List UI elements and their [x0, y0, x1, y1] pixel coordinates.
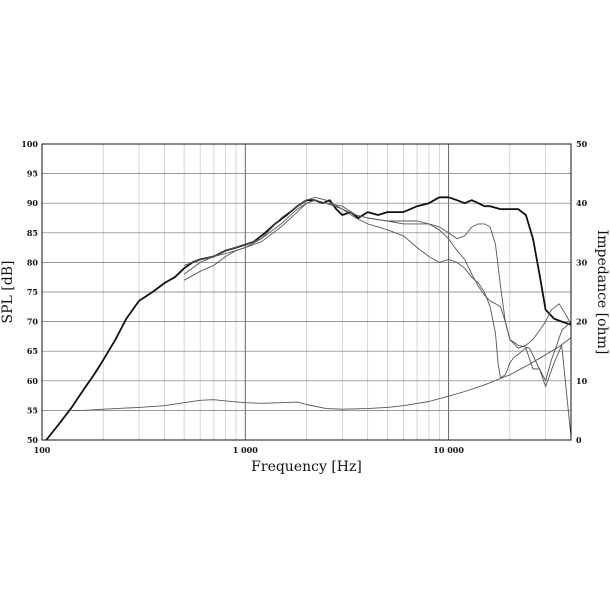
- y-tick-label: 60: [27, 376, 39, 386]
- y-tick-label: 95: [27, 169, 38, 179]
- y-tick-label: 85: [27, 228, 38, 238]
- spl-curve-4: [183, 199, 572, 349]
- x-tick-labels: 100 1 000 10 000: [34, 445, 465, 455]
- y2-axis-label: Impedance [ohm]: [594, 230, 610, 355]
- y2-tick-label: 20: [576, 317, 588, 327]
- y-tick-label: 50: [27, 435, 39, 445]
- y2-tick-label: 30: [576, 257, 588, 267]
- y-tick-label: 80: [27, 257, 39, 267]
- plot-frame: [41, 143, 572, 441]
- y-tick-label: 65: [27, 346, 38, 356]
- x-tick-label: 100: [34, 445, 51, 455]
- y-tick-label: 100: [21, 139, 38, 149]
- y2-tick-label: 10: [576, 376, 588, 386]
- spl-curve-3: [183, 196, 572, 382]
- series-layer: [45, 196, 572, 441]
- y-axis-label: SPL [dB]: [0, 261, 16, 324]
- y-tick-label: 75: [27, 287, 38, 297]
- y-tick-labels: 50 55 60 65 70 75 80 85 90 95 100: [21, 139, 38, 445]
- x-tick-label: 1 000: [233, 445, 258, 455]
- y-tick-label: 70: [27, 317, 39, 327]
- spl-curve-1: [45, 196, 572, 441]
- y-tick-label: 90: [27, 198, 39, 208]
- spl-curve-2: [183, 199, 572, 438]
- x-axis-label: Frequency [Hz]: [251, 459, 362, 475]
- y-tick-label: 55: [27, 405, 38, 415]
- y2-tick-labels: 0 10 20 30 40 50: [576, 139, 588, 445]
- impedance-curve: [71, 337, 572, 411]
- y2-tick-label: 0: [576, 435, 582, 445]
- x-tick-label: 10 000: [433, 445, 464, 455]
- y2-tick-label: 40: [576, 198, 588, 208]
- y2-tick-label: 50: [576, 139, 588, 149]
